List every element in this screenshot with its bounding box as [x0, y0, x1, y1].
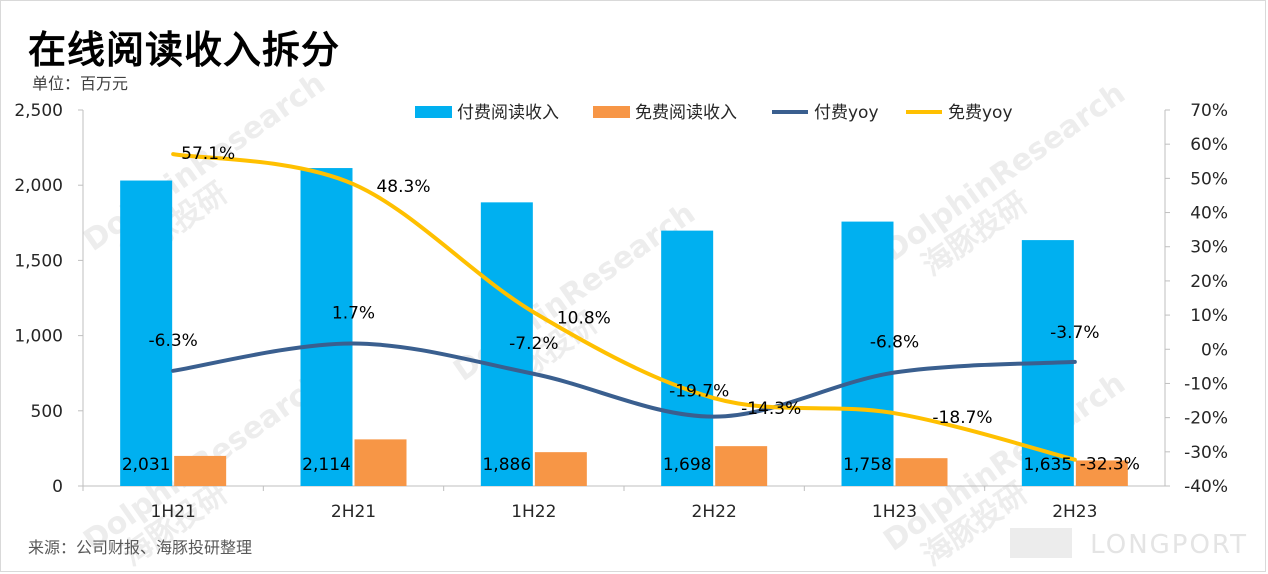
y-right-tick-label: 30%: [1190, 238, 1228, 258]
label-free-yoy: -18.7%: [932, 408, 992, 428]
y-left-tick-label: 1,500: [14, 251, 63, 271]
y-right-tick-label: 0%: [1201, 340, 1228, 360]
bar-free: [895, 458, 948, 486]
legend: 付费阅读收入 免费阅读收入 付费yoy 免费yoy: [415, 103, 1013, 123]
x-tick-label: 2H21: [331, 502, 376, 522]
y-right-tick-label: 10%: [1190, 306, 1228, 326]
y-right-tick-label: 50%: [1190, 169, 1228, 189]
line-free-yoy: [171, 152, 1077, 462]
bar-paid-label: 1,886: [482, 455, 531, 475]
y-left-tick-label: 500: [31, 402, 63, 422]
data-labels: 2,031 2,114 1,886 1,698 1,758 1,635 -6.3% 1.7% -…: [122, 144, 1140, 475]
lines: [171, 152, 1077, 462]
label-free-yoy: 10.8%: [557, 308, 611, 328]
x-tick-label: 2H23: [1052, 502, 1097, 522]
brand-logo-mark: [1010, 528, 1072, 558]
bar-paid-label: 1,758: [843, 455, 892, 475]
label-paid-yoy: -7.2%: [509, 334, 558, 354]
y-left-tick-label: 2,500: [14, 101, 63, 121]
x-tick-label: 2H22: [692, 502, 737, 522]
legend-label: 免费yoy: [948, 103, 1013, 123]
y-left-tick-label: 2,000: [14, 176, 63, 196]
axes: 0 500 1,000 1,500 2,000 2,500 -40% -30% -20% -10%…: [14, 101, 1228, 522]
y-right-tick-label: -20%: [1184, 409, 1228, 429]
legend-swatch: [593, 106, 630, 118]
bar-free: [174, 455, 227, 486]
y-right-tick-label: -10%: [1184, 374, 1228, 394]
bar-paid: [300, 168, 353, 487]
label-paid-yoy: -19.7%: [669, 382, 729, 402]
y-right-tick-label: 20%: [1190, 272, 1228, 292]
label-paid-yoy: -6.3%: [149, 331, 198, 351]
bar-free: [1075, 460, 1128, 486]
x-tick-label: 1H22: [511, 502, 556, 522]
line-paid-yoy: [171, 341, 1077, 419]
brand-logo: LONGPORT: [1090, 530, 1248, 560]
bar-free: [715, 446, 768, 486]
bar-paid: [120, 180, 173, 486]
bar-paid-label: 2,114: [302, 455, 351, 475]
bar-paid-label: 1,698: [663, 455, 712, 475]
bar-paid: [480, 202, 533, 487]
legend-label: 付费yoy: [814, 103, 879, 123]
bar-paid-label: 1,635: [1023, 455, 1072, 475]
y-right-tick-label: 70%: [1190, 101, 1228, 121]
x-tick-label: 1H23: [872, 502, 917, 522]
bar-paid-label: 2,031: [122, 455, 171, 475]
bar-free: [534, 452, 587, 486]
y-right-tick-label: 40%: [1190, 204, 1228, 224]
y-right-tick-label: -40%: [1184, 477, 1228, 497]
y-right-tick-label: 60%: [1190, 135, 1228, 155]
label-free-yoy: 57.1%: [181, 144, 235, 164]
label-free-yoy: -14.3%: [741, 399, 801, 419]
label-free-yoy: -32.3%: [1080, 455, 1140, 475]
source-note: 来源：公司财报、海豚投研整理: [28, 538, 253, 557]
legend-swatch: [415, 106, 452, 118]
legend-label: 付费阅读收入: [457, 103, 559, 123]
y-left-tick-label: 1,000: [14, 327, 63, 347]
unit-label: 单位：百万元: [32, 74, 129, 93]
bar-free: [354, 439, 407, 486]
label-paid-yoy: 1.7%: [332, 303, 375, 323]
bar-paid: [841, 221, 894, 486]
y-right-tick-label: -30%: [1184, 443, 1228, 463]
label-paid-yoy: -3.7%: [1050, 323, 1099, 343]
y-left-tick-label: 0: [52, 477, 63, 497]
x-tick-label: 1H21: [151, 502, 196, 522]
chart-title: 在线阅读收入拆分: [28, 28, 341, 72]
label-paid-yoy: -6.8%: [870, 333, 919, 353]
bars: [120, 168, 1128, 487]
bar-paid: [661, 230, 714, 486]
legend-label: 免费阅读收入: [635, 103, 737, 123]
label-free-yoy: 48.3%: [376, 177, 430, 197]
